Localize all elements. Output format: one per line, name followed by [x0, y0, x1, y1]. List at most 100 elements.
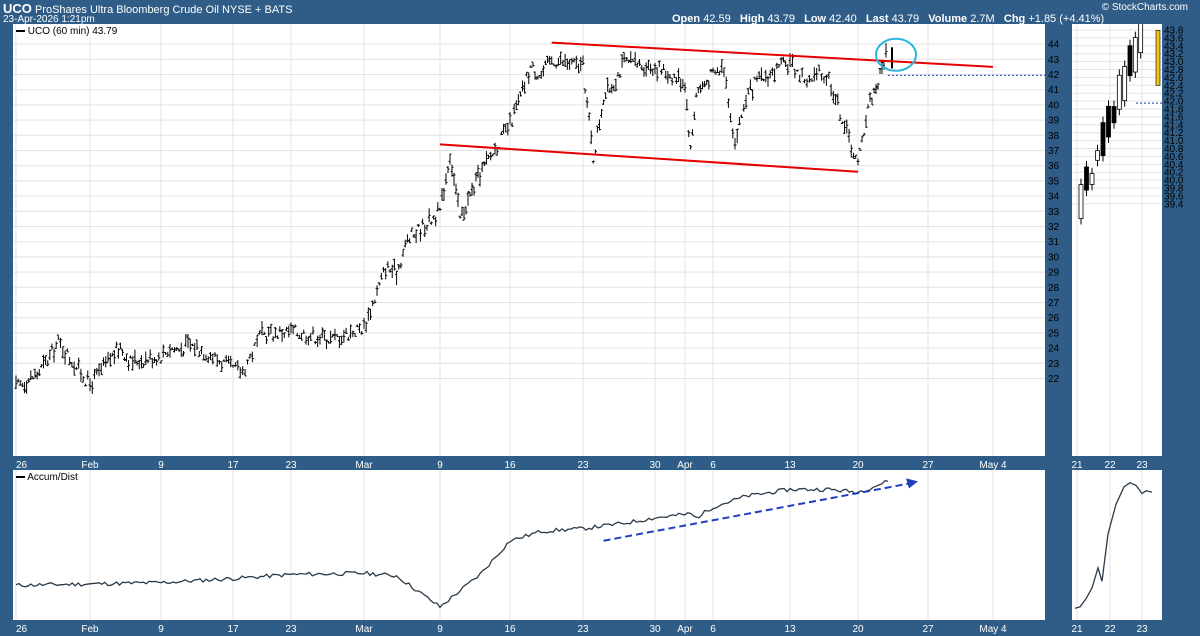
zoom-acc-x-tick-label: 21 [1072, 624, 1083, 635]
acc-x-tick-label: 26 [16, 624, 28, 635]
zoom-y-tick-label: 40.0 [1164, 176, 1184, 187]
acc-x-tick-label: 9 [437, 624, 443, 635]
y-tick-label: 34 [1048, 192, 1060, 203]
zoom-candle [1078, 184, 1084, 220]
zoom-x-tick-label: 23 [1136, 460, 1148, 471]
acc-x-tick-label: 27 [922, 624, 934, 635]
acc-x-tick-label: 6 [710, 624, 716, 635]
acc-x-tick-label: Apr [677, 624, 693, 635]
stockcharts-watermark: © StockCharts.com [1101, 2, 1188, 13]
zoom-y-tick-label: 40.4 [1164, 160, 1184, 171]
chart-datetime: 23-Apr-2026 1:21pm [3, 14, 95, 25]
price-chart[interactable]: 22 23 24 25 26 27 28 29 30 31 32 33 34 35 36 37 38 39 40 41… [13, 24, 1083, 460]
y-tick-label: 27 [1048, 298, 1060, 309]
zoom-candle [1116, 74, 1122, 110]
accum-dist-panel[interactable] [13, 470, 1045, 620]
chg-label: Chg [1003, 13, 1026, 25]
accum-dist-chart[interactable] [13, 470, 1045, 620]
accum-legend: Accum/Dist [16, 472, 78, 483]
legend-line-icon [16, 30, 25, 33]
accum-trend-arrow [603, 482, 911, 542]
y-tick-label: 37 [1048, 146, 1060, 157]
y-tick-label: 40 [1048, 100, 1060, 111]
zoom-y-tick-label: 43.2 [1164, 49, 1184, 60]
last-value: 43.79 [891, 13, 920, 25]
x-tick-label: 23 [577, 460, 589, 471]
resistance-support-trendline [551, 41, 994, 68]
y-tick-label: 22 [1048, 374, 1060, 385]
zoom-y-tick-label: 41.2 [1164, 128, 1184, 139]
zoom-last-candle [1155, 30, 1161, 86]
zoom-y-tick-label: 40.2 [1164, 168, 1184, 179]
accum-trend-arrowhead [906, 478, 918, 489]
ticker-description: ProShares Ultra Bloomberg Crude Oil [34, 4, 219, 16]
y-tick-label: 35 [1048, 176, 1060, 187]
y-tick-label: 39 [1048, 116, 1060, 127]
zoom-y-tick-label: 42.0 [1164, 97, 1184, 108]
y-tick-label: 43 [1048, 55, 1060, 66]
x-tick-label: 9 [158, 460, 164, 471]
zoom-candle [1106, 105, 1111, 138]
volume-label: Volume [928, 13, 968, 25]
zoom-y-tick-label: 43.6 [1164, 33, 1184, 44]
zoom-price-chart[interactable]: 39.439.639.840.040.240.440.640.841.041.2… [1072, 24, 1200, 460]
zoom-candle [1122, 66, 1128, 102]
acc-x-tick-label: 30 [649, 624, 661, 635]
zoom-candle [1138, 24, 1144, 54]
zoom-candle [1100, 122, 1106, 156]
zoom-y-tick-label: 39.6 [1164, 191, 1184, 202]
x-tick-label: 27 [922, 460, 934, 471]
zoom-x-tick-label: 22 [1104, 460, 1116, 471]
zoom-y-tick-label: 43.8 [1164, 26, 1184, 37]
acc-x-tick-label: 23 [285, 624, 297, 635]
y-tick-label: 36 [1048, 161, 1060, 172]
accum-dist-line [15, 479, 889, 609]
price-panel[interactable] [13, 24, 1045, 456]
last-label: Last [865, 13, 889, 25]
zoom-y-tick-label: 43.0 [1164, 57, 1184, 68]
x-tick-label: Feb [81, 460, 99, 471]
acc-x-tick-label: 13 [784, 624, 796, 635]
zoom-y-tick-label: 42.8 [1164, 65, 1184, 76]
zoom-x-axis: 21 22 23 [1072, 460, 1148, 471]
y-tick-label: 38 [1048, 131, 1060, 142]
y-tick-label: 28 [1048, 283, 1060, 294]
zoom-candle [1127, 45, 1133, 77]
zoom-acc-x-tick-label: 22 [1104, 624, 1116, 635]
price-x-axis: 26 Feb 9 17 23 Mar 9 16 23 30 Apr 6 13 20 27 May 4 [16, 460, 1007, 471]
y-tick-label: 23 [1048, 359, 1060, 370]
zoom-accum-chart[interactable] [1072, 470, 1162, 620]
high-label: High [739, 13, 765, 25]
x-tick-label: May 4 [979, 460, 1007, 471]
y-tick-label: 44 [1048, 40, 1060, 51]
price-legend: UCO (60 min) 43.79 [16, 26, 118, 37]
x-tick-label: Mar [355, 460, 373, 471]
accum-legend-text: Accum/Dist [27, 472, 78, 483]
zoom-accum-line [1074, 481, 1153, 609]
y-tick-label: 29 [1048, 268, 1060, 279]
zoom-y-tick-label: 41.4 [1164, 120, 1184, 131]
y-tick-label: 41 [1048, 85, 1060, 96]
accum-x-axis: 26 Feb 9 17 23 Mar 9 16 23 30 Apr 6 13 20 27 May 4 [16, 624, 1007, 635]
x-tick-label: 17 [227, 460, 239, 471]
zoom-accum-panel[interactable] [1072, 470, 1162, 620]
zoom-y-tick-label: 42.6 [1164, 73, 1184, 84]
x-tick-label: Apr [677, 460, 693, 471]
x-tick-label: 13 [784, 460, 796, 471]
acc-x-tick-label: 20 [852, 624, 864, 635]
zoom-candle [1111, 106, 1117, 124]
highlight-circle [875, 37, 917, 72]
legend-line-icon [16, 476, 25, 479]
low-label: Low [804, 13, 827, 25]
acc-x-tick-label: 9 [158, 624, 164, 635]
y-tick-label: 32 [1048, 222, 1060, 233]
acc-x-tick-label: 16 [504, 624, 516, 635]
ticker-symbol: UCO [3, 1, 32, 16]
open-label: Open [672, 13, 701, 25]
zoom-y-tick-label: 43.4 [1164, 41, 1184, 52]
y-tick-label: 31 [1048, 237, 1060, 248]
zoom-candle [1132, 37, 1138, 73]
acc-x-tick-label: 23 [577, 624, 589, 635]
y-tick-label: 42 [1048, 70, 1060, 81]
x-tick-label: 6 [710, 460, 716, 471]
